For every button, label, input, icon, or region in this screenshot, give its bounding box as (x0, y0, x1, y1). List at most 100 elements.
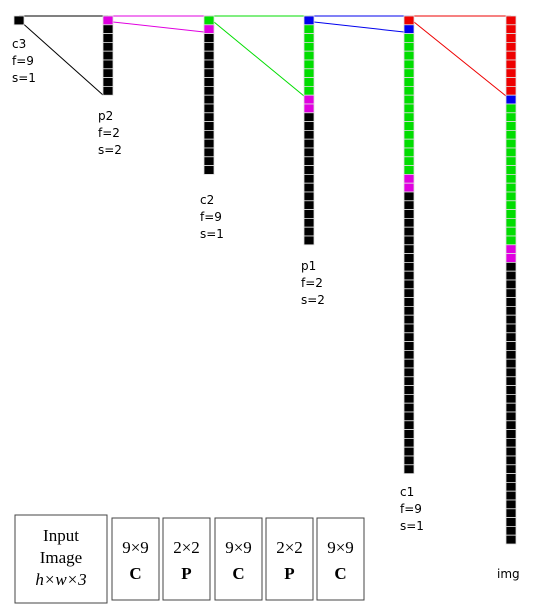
cell (403, 165, 415, 175)
cell (505, 217, 517, 228)
cell (505, 402, 517, 413)
op-size: 9×9 (327, 538, 354, 557)
cell (203, 24, 215, 34)
op-size: 2×2 (276, 538, 303, 557)
cell (505, 68, 517, 79)
layer-param: f=9 (400, 502, 422, 516)
cell (505, 112, 517, 123)
cell (303, 173, 315, 184)
cell (403, 446, 415, 457)
cell (403, 191, 415, 202)
cell (505, 429, 517, 439)
cell (403, 77, 415, 87)
cell (505, 420, 517, 430)
cell (303, 217, 315, 228)
layer-name: c2 (200, 193, 214, 207)
cell (203, 129, 215, 140)
layer-name: c3 (12, 37, 26, 51)
cell (203, 103, 215, 114)
cell (505, 341, 517, 351)
cell (303, 191, 315, 202)
layer-name: p2 (98, 109, 113, 123)
cell (203, 50, 215, 61)
cell (505, 50, 517, 61)
cell (505, 314, 517, 325)
cell (403, 33, 415, 43)
layer-column (303, 15, 315, 246)
cell (403, 217, 415, 228)
cell (102, 33, 114, 43)
layer-name: p1 (301, 259, 316, 273)
cell (403, 182, 415, 193)
cell (403, 24, 415, 34)
op-box (265, 517, 314, 601)
cell (505, 103, 517, 114)
cell (303, 103, 315, 114)
cell (505, 411, 517, 422)
op-box (316, 517, 365, 601)
cell (403, 393, 415, 404)
cell (303, 42, 315, 52)
layer-column (102, 15, 114, 96)
cell (303, 235, 315, 246)
cell (505, 270, 517, 281)
op-type: C (334, 564, 346, 583)
cell (403, 261, 415, 272)
cell (505, 393, 517, 404)
cell (505, 297, 517, 307)
cell (505, 288, 517, 298)
cell (505, 358, 517, 369)
cell (505, 86, 517, 96)
cell (403, 129, 415, 140)
cell (505, 367, 517, 378)
cell (102, 50, 114, 61)
cell (403, 244, 415, 255)
op-box (214, 517, 263, 601)
cell (505, 534, 517, 545)
cell (102, 15, 114, 26)
op-box (111, 517, 160, 601)
layer-param: f=9 (12, 54, 34, 68)
cell (403, 297, 415, 307)
cell (403, 112, 415, 123)
cell (403, 235, 415, 246)
layer-name: c1 (400, 485, 414, 499)
cell (403, 367, 415, 378)
cell (505, 165, 517, 175)
op-size: 2×2 (173, 538, 200, 557)
cell (102, 59, 114, 70)
layer-param: s=2 (301, 293, 325, 307)
cell (403, 385, 415, 395)
cell (505, 253, 517, 263)
layer-name: img (497, 567, 520, 581)
input-box (14, 514, 108, 604)
input-text: h×w×3 (35, 570, 86, 589)
op-type: C (129, 564, 141, 583)
cell (505, 77, 517, 87)
cell (505, 508, 517, 518)
cell (403, 376, 415, 386)
op-type: P (284, 564, 294, 583)
cell (403, 455, 415, 466)
cell (203, 156, 215, 167)
cell (303, 147, 315, 158)
cell (403, 200, 415, 211)
cell (303, 68, 315, 79)
cell (403, 270, 415, 281)
cell (505, 473, 517, 483)
layer-column (203, 15, 215, 175)
layer-param: s=2 (98, 143, 122, 157)
edge (313, 21, 405, 33)
cell (505, 147, 517, 158)
cell (303, 226, 315, 237)
cell (505, 385, 517, 395)
cell (303, 156, 315, 167)
cell (203, 15, 215, 26)
cell (403, 305, 415, 316)
cell (303, 121, 315, 131)
cell (303, 33, 315, 43)
layer-param: f=2 (98, 126, 120, 140)
cell (403, 464, 415, 474)
